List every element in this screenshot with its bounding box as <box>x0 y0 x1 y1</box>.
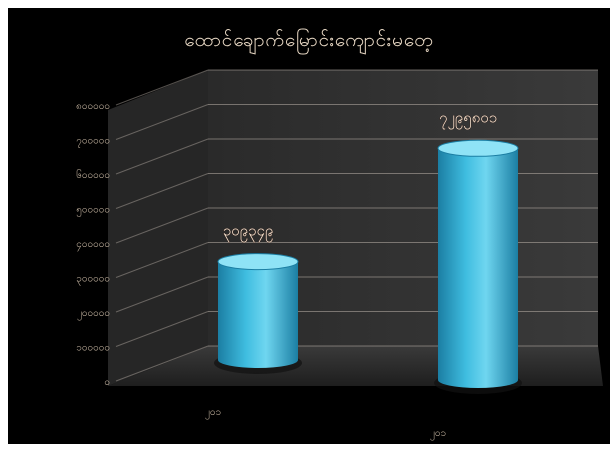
bar-chart: ၀ ၁၀၀၀၀၀ ၂၀၀၀၀၀ ၃၀၀၀၀၀ ၄၀၀၀၀၀ ၅၀၀၀၀၀ ၆၀၀၀၀၀ ၇၀၀… <box>76 69 603 441</box>
bar <box>438 148 518 388</box>
y-tick-label: ၃၀၀၀၀၀ <box>76 274 110 287</box>
gridline-side <box>115 138 209 175</box>
y-tick-label: ၇၀၀၀၀၀ <box>76 136 110 149</box>
gridline-side <box>115 311 209 347</box>
y-tick-label: ၆၀၀၀၀၀ <box>76 168 110 181</box>
data-label: ၇၂၉၅၈၀၁ <box>439 108 497 129</box>
gridline-side <box>115 173 209 209</box>
x-tick-label: ၂၀၁ <box>205 407 221 420</box>
gridline-side <box>115 276 209 313</box>
y-tick-label: ၀ <box>104 377 110 388</box>
bar-top <box>217 253 299 271</box>
y-tick-label: ၁၀၀၀၀၀ <box>76 343 110 354</box>
chart-title: ထောင်ချောက်မြောင်းကျောင်းမတေ့ <box>184 29 434 51</box>
side-wall <box>108 70 208 386</box>
gridline-side <box>115 345 209 382</box>
data-label: ၃၀၉၃၄၉ <box>223 222 274 243</box>
gridline-side <box>115 104 209 140</box>
gridline-side <box>115 242 209 278</box>
x-tick-label: ၂၀၁ <box>430 428 446 441</box>
y-tick-label: ၄၀၀၀၀၀ <box>76 239 110 252</box>
bar <box>218 261 298 368</box>
bar-top <box>437 139 519 157</box>
chart-frame: ထောင်ချောက်မြောင်းကျောင်းမတေ့ ၀ ၁၀၀၀၀၀ ၂၀၀… <box>8 8 610 444</box>
y-tick-label: ၈၀၀၀၀၀ <box>76 101 110 112</box>
y-tick-label: ၅၀၀၀၀၀ <box>76 205 110 218</box>
y-tick-label: ၂၀၀၀၀၀ <box>77 308 110 321</box>
gridline-side <box>115 207 209 244</box>
gridline-side <box>115 69 209 106</box>
